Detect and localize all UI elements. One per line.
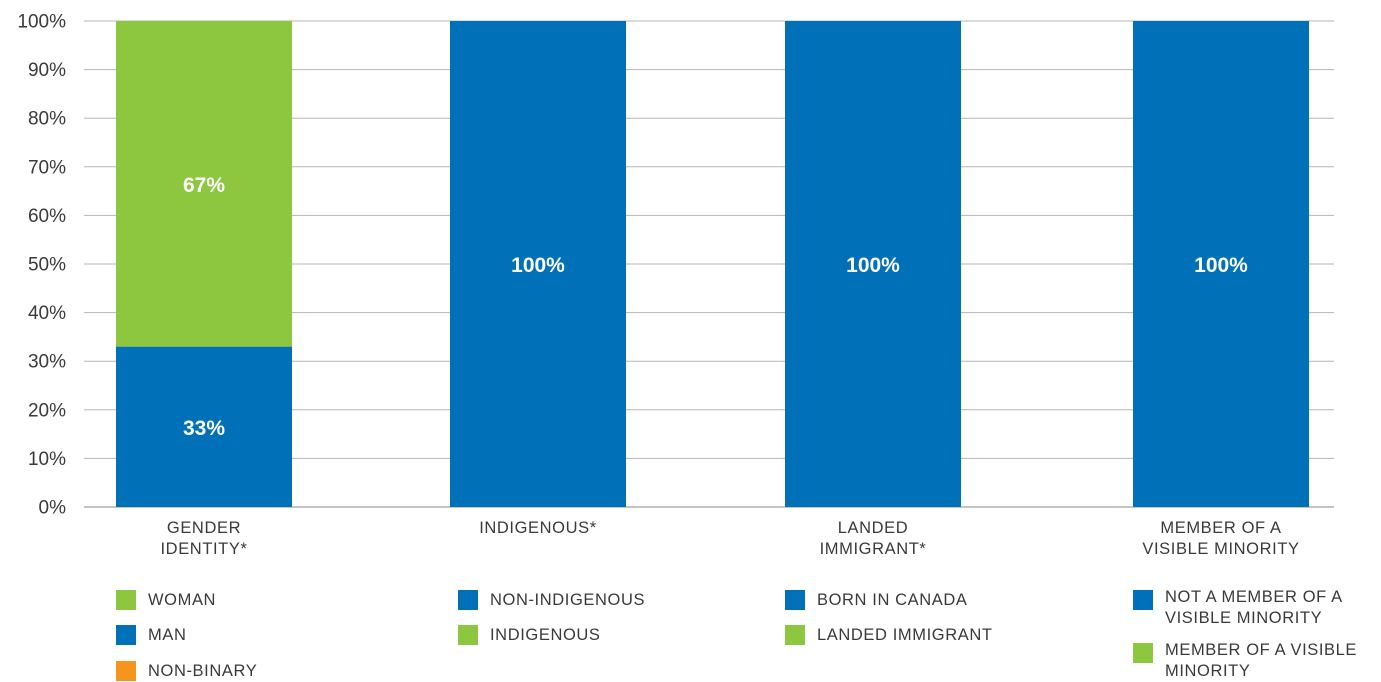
y-tick-label: 70% [28,157,66,178]
bar-segment [116,346,292,507]
legend-swatch [458,590,478,610]
legend-label: MAN [148,626,187,644]
y-tick-label: 60% [28,206,66,227]
legend-label: NOT A MEMBER OF A VISIBLE MINORITY [1165,588,1343,627]
data-label: 100% [846,254,900,277]
legend-swatch [116,625,136,645]
bar-segment [1133,21,1309,507]
bar-segment [785,21,961,507]
bar-segment [116,21,292,347]
x-tick-label: MEMBER OF A VISIBLE MINORITY [1142,519,1299,558]
data-label: 100% [1194,254,1248,277]
legend-label: MEMBER OF A VISIBLE MINORITY [1165,641,1358,680]
legend-swatch [116,590,136,610]
legend-label: NON-BINARY [148,662,258,680]
x-tick-label: INDIGENOUS* [479,519,597,537]
y-tick-label: 20% [28,400,66,421]
y-tick-label: 0% [39,498,67,519]
legend-item: INDIGENOUS [458,625,601,646]
legend-item: MEMBER OF A VISIBLE MINORITY [1133,641,1358,682]
y-tick-label: 80% [28,109,66,130]
legend-item: MAN [116,625,186,646]
y-tick-label: 50% [28,255,66,276]
legend-swatch [1133,643,1153,663]
y-tick-label: 10% [28,449,66,470]
legend-label: INDIGENOUS [490,626,601,644]
data-label: 33% [183,417,225,440]
legend-label: BORN IN CANADA [817,591,968,609]
y-tick-label: 30% [28,352,66,373]
y-axis: 0% 10% 20% 30% 40% 50% 60% 70% 80% 90% 100% [17,12,66,519]
x-tick-label: GENDER IDENTITY* [161,519,248,558]
legend-item: WOMAN [116,590,216,611]
legend-swatch [1133,590,1153,610]
data-label: 67% [183,174,225,197]
x-axis: GENDER IDENTITY* INDIGENOUS* LANDED IMMIGRAN… [161,519,1300,558]
legend-label: LANDED IMMIGRANT [817,626,993,644]
legend-swatch [785,625,805,645]
y-tick-label: 90% [28,60,66,81]
bar-segment [450,21,626,507]
x-tick-label: LANDED IMMIGRANT* [820,519,927,558]
legend-item: NOT A MEMBER OF A VISIBLE MINORITY [1133,588,1343,629]
y-tick-label: 100% [17,12,66,33]
gridlines [84,20,1334,508]
legend-item: LANDED IMMIGRANT [785,625,993,646]
bars: 33% 67% 100% 100% 100% [116,21,1309,507]
legend-item: NON-INDIGENOUS [458,590,645,611]
legend-label: NON-INDIGENOUS [490,591,646,609]
y-tick-label: 40% [28,303,66,324]
data-label: 100% [511,254,565,277]
legend-item: BORN IN CANADA [785,590,968,611]
legend-swatch [785,590,805,610]
legend-swatch [458,625,478,645]
legend-swatch [116,661,136,681]
legend-item: NON-BINARY [116,661,257,682]
legend-label: WOMAN [148,591,217,609]
